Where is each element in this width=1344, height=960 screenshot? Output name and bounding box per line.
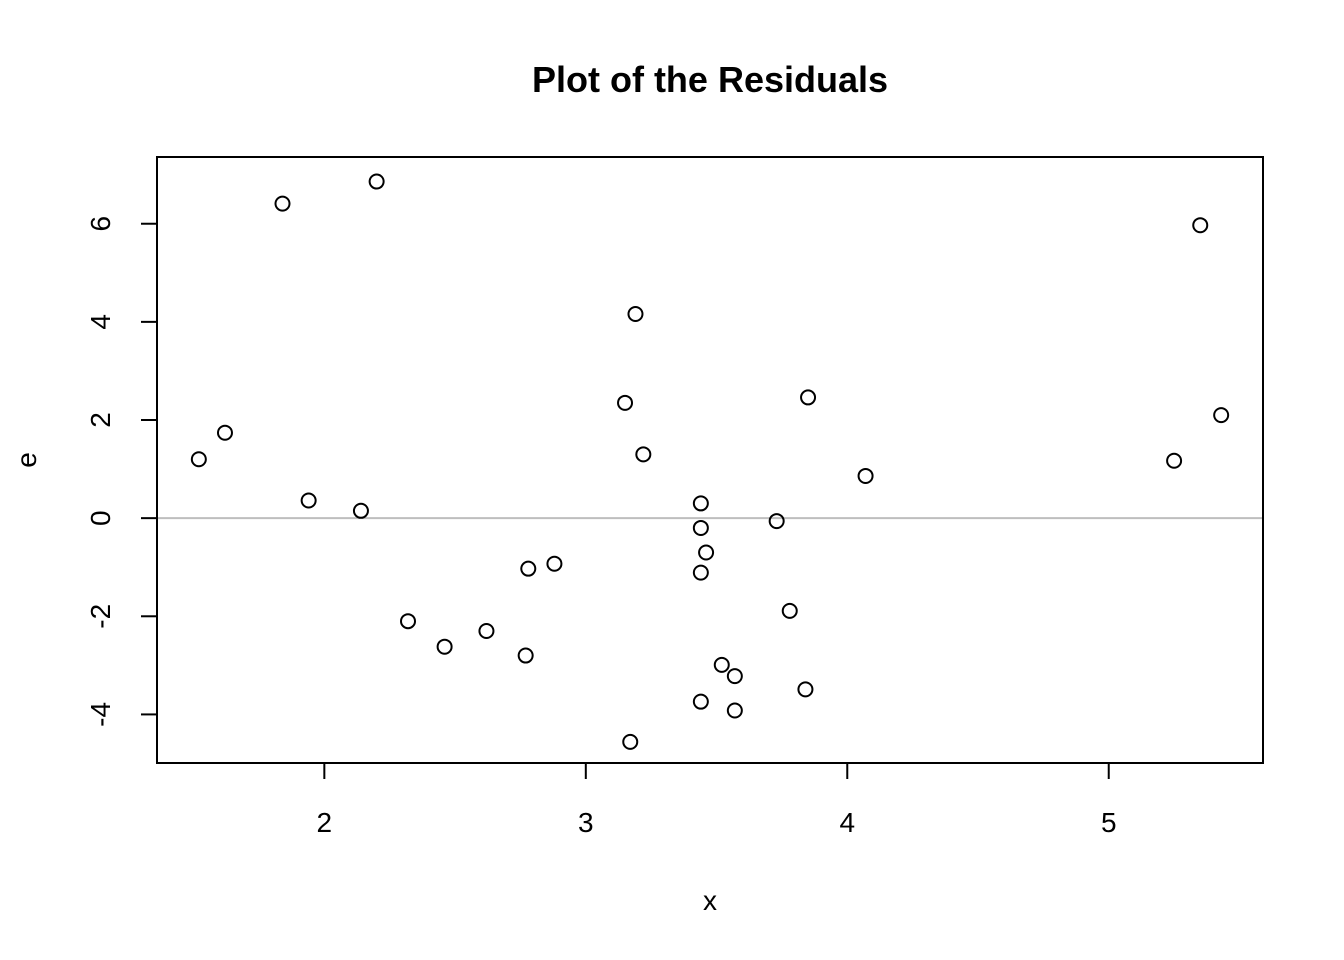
data-point	[478, 623, 495, 640]
x-axis-label: x	[703, 885, 717, 916]
y-tick-label: -2	[85, 604, 116, 629]
data-point	[698, 544, 715, 561]
plot-area: 2 3 4 5 -4 -2 0 2 4 6	[85, 156, 1264, 838]
data-point	[368, 173, 385, 190]
data-point	[726, 702, 743, 719]
data-point	[352, 502, 369, 519]
data-point	[800, 389, 817, 406]
data-point	[517, 647, 534, 664]
data-point	[216, 424, 233, 441]
x-tick-label: 4	[839, 807, 855, 838]
data-point	[1213, 407, 1230, 424]
data-point	[768, 513, 785, 530]
data-point	[692, 564, 709, 581]
x-tick-label: 3	[578, 807, 594, 838]
data-point	[1192, 217, 1209, 234]
data-point	[274, 195, 291, 212]
y-axis-label: e	[11, 452, 42, 468]
data-point	[713, 656, 730, 673]
data-point	[400, 613, 417, 630]
y-tick-label: -4	[85, 702, 116, 727]
x-tick-label: 5	[1101, 807, 1117, 838]
plot-frame	[156, 156, 1264, 764]
data-point	[617, 394, 634, 411]
y-tick-label: 0	[85, 510, 116, 526]
data-point	[520, 560, 537, 577]
chart-title: Plot of the Residuals	[532, 59, 888, 100]
data-point	[781, 602, 798, 619]
y-tick-label: 4	[85, 314, 116, 330]
data-point	[692, 519, 709, 536]
data-point	[190, 451, 207, 468]
data-point	[1166, 452, 1183, 469]
data-point	[627, 306, 644, 323]
data-point	[546, 555, 563, 572]
data-point	[857, 467, 874, 484]
y-tick-label: 6	[85, 216, 116, 232]
data-point	[300, 492, 317, 509]
data-point	[692, 495, 709, 512]
data-point	[726, 668, 743, 685]
x-tick-label: 2	[317, 807, 333, 838]
data-point	[436, 638, 453, 655]
data-point	[635, 446, 652, 463]
data-point	[622, 733, 639, 750]
data-point	[692, 693, 709, 710]
data-point	[797, 681, 814, 698]
y-tick-label: 2	[85, 412, 116, 428]
